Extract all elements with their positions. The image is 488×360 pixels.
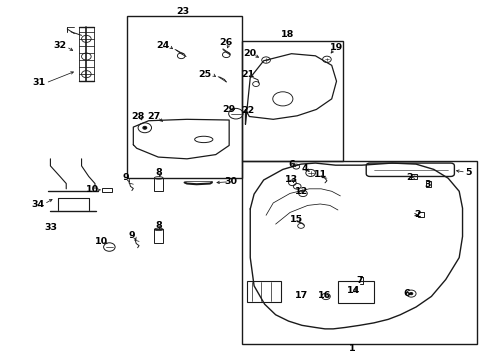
Text: 7: 7 [355,276,362,285]
Text: 11: 11 [313,170,326,179]
Bar [242,161,476,344]
Bar [425,181,430,187]
Text: 6: 6 [287,159,294,168]
Text: 26: 26 [219,38,232,47]
Text: 24: 24 [156,41,169,50]
Text: 31: 31 [33,78,46,87]
Text: 34: 34 [31,200,44,209]
Text: 5: 5 [465,168,471,177]
Text: 28: 28 [131,112,144,121]
Text: 21: 21 [241,70,254,79]
Text: 29: 29 [222,105,235,114]
Bar [102,188,112,192]
Circle shape [142,126,146,129]
Text: 19: 19 [329,43,343,52]
Text: 13: 13 [285,175,297,184]
Circle shape [409,293,412,294]
Text: 27: 27 [146,112,160,121]
Text: 18: 18 [281,30,294,39]
Text: 32: 32 [53,41,66,50]
Text: 10: 10 [95,237,108,246]
Bar [127,16,242,178]
Text: 9: 9 [122,173,129,182]
Text: 6: 6 [402,289,409,298]
Text: 9: 9 [128,231,135,240]
Text: 8: 8 [156,221,162,230]
Text: 23: 23 [176,7,189,16]
Text: 2: 2 [406,173,412,182]
Bar [154,229,163,243]
Text: 33: 33 [44,223,57,232]
Text: 16: 16 [318,291,331,300]
Bar [246,281,281,302]
Text: 15: 15 [289,215,302,224]
Text: 25: 25 [198,70,211,79]
Text: 30: 30 [224,177,237,186]
Text: 2: 2 [414,210,421,219]
Text: 17: 17 [294,291,307,300]
Text: 12: 12 [294,187,307,196]
Bar [337,281,373,303]
Text: 1: 1 [348,344,355,353]
Text: 4: 4 [301,164,307,173]
Bar [154,178,163,191]
Text: 22: 22 [241,105,254,114]
Text: 3: 3 [424,180,430,189]
Bar [410,174,416,179]
Text: 8: 8 [156,168,162,177]
Text: 10: 10 [85,185,99,194]
Bar [417,212,423,217]
Bar [242,41,342,161]
Text: 14: 14 [346,285,360,294]
Text: 20: 20 [243,49,256,58]
